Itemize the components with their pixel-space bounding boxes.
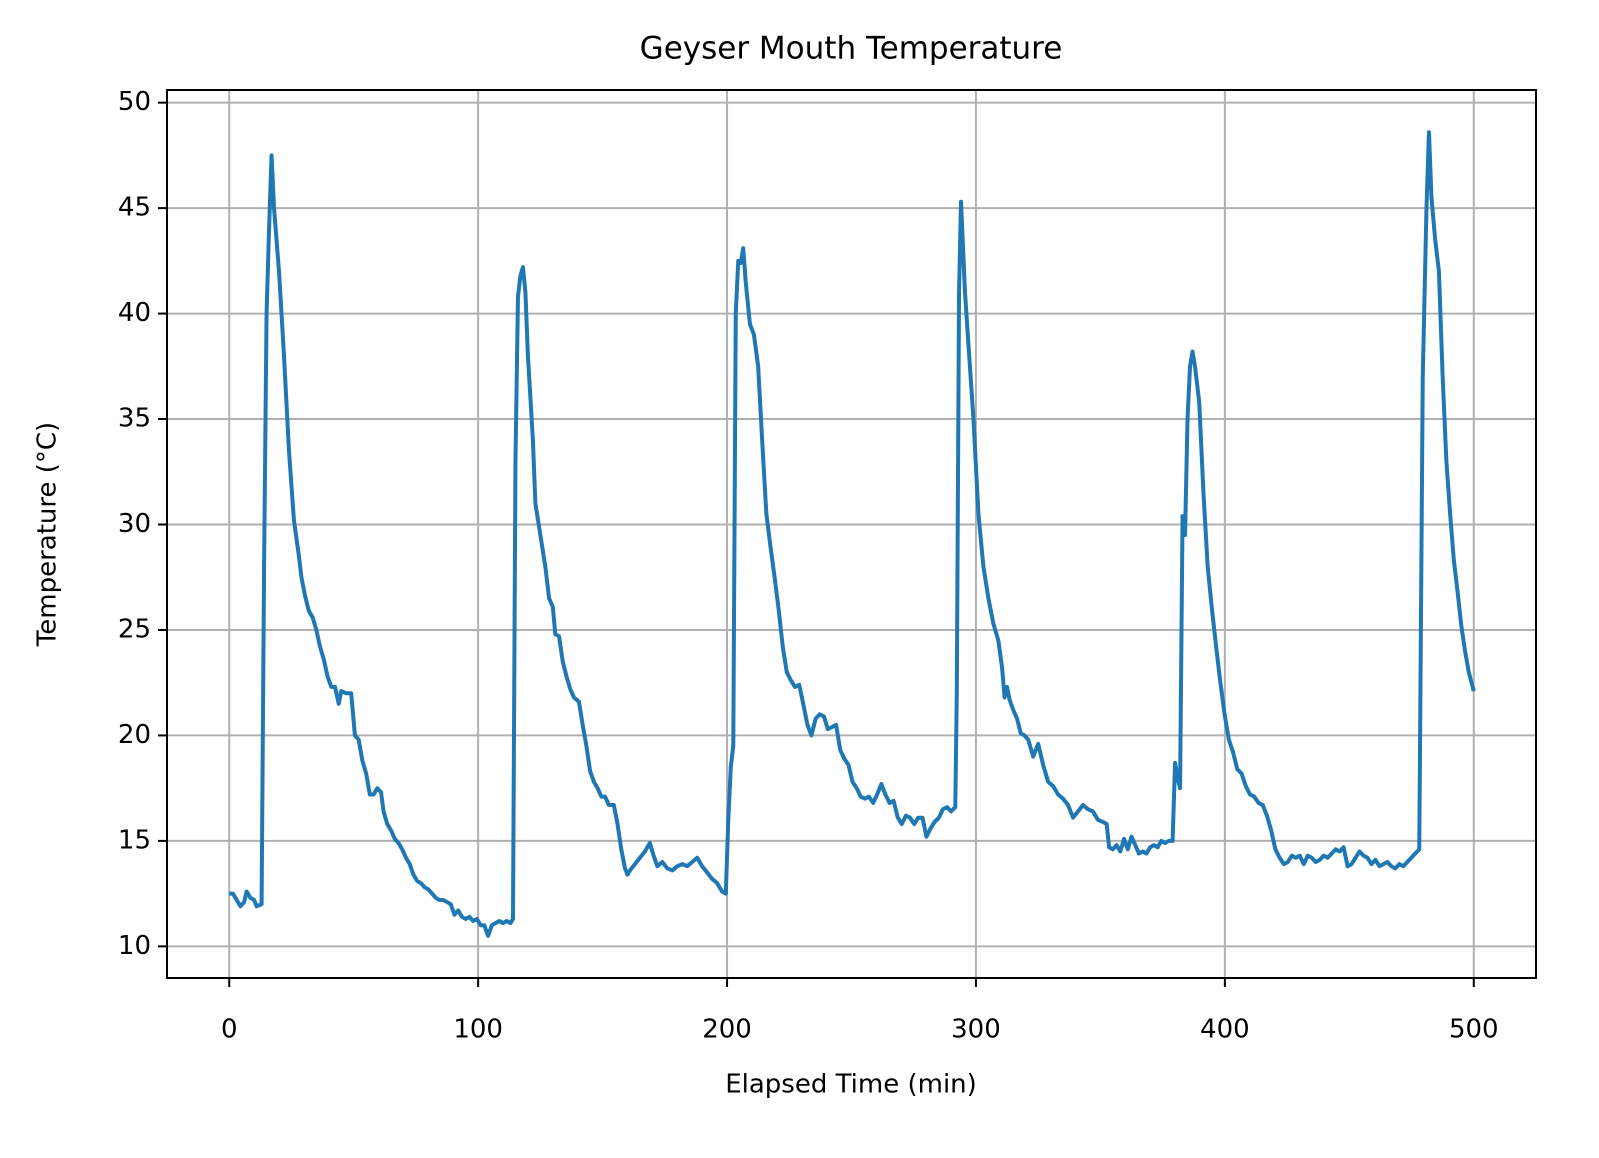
y-tick-label: 15 [118, 825, 151, 855]
data-line [229, 130, 1476, 938]
y-tick-label: 30 [118, 509, 151, 539]
y-tick-label: 40 [118, 298, 151, 328]
y-tick-label: 25 [118, 614, 151, 644]
x-tick-label: 400 [1200, 1015, 1250, 1045]
x-tick-label: 0 [221, 1015, 238, 1045]
y-axis-label: Temperature (°C) [33, 422, 63, 647]
y-tick-label: 20 [118, 720, 151, 750]
x-tick-label: 200 [702, 1015, 752, 1045]
chart-title: Geyser Mouth Temperature [640, 31, 1063, 67]
x-tick-label: 300 [951, 1015, 1001, 1045]
y-tick-label: 50 [118, 87, 151, 117]
x-tick-label: 500 [1449, 1015, 1499, 1045]
plot-frame [166, 89, 1537, 979]
y-tick-label: 10 [118, 931, 151, 961]
y-tick-label: 45 [118, 193, 151, 223]
x-axis-label: Elapsed Time (min) [725, 1070, 977, 1100]
x-tick-label: 100 [453, 1015, 503, 1045]
y-tick-label: 35 [118, 404, 151, 434]
